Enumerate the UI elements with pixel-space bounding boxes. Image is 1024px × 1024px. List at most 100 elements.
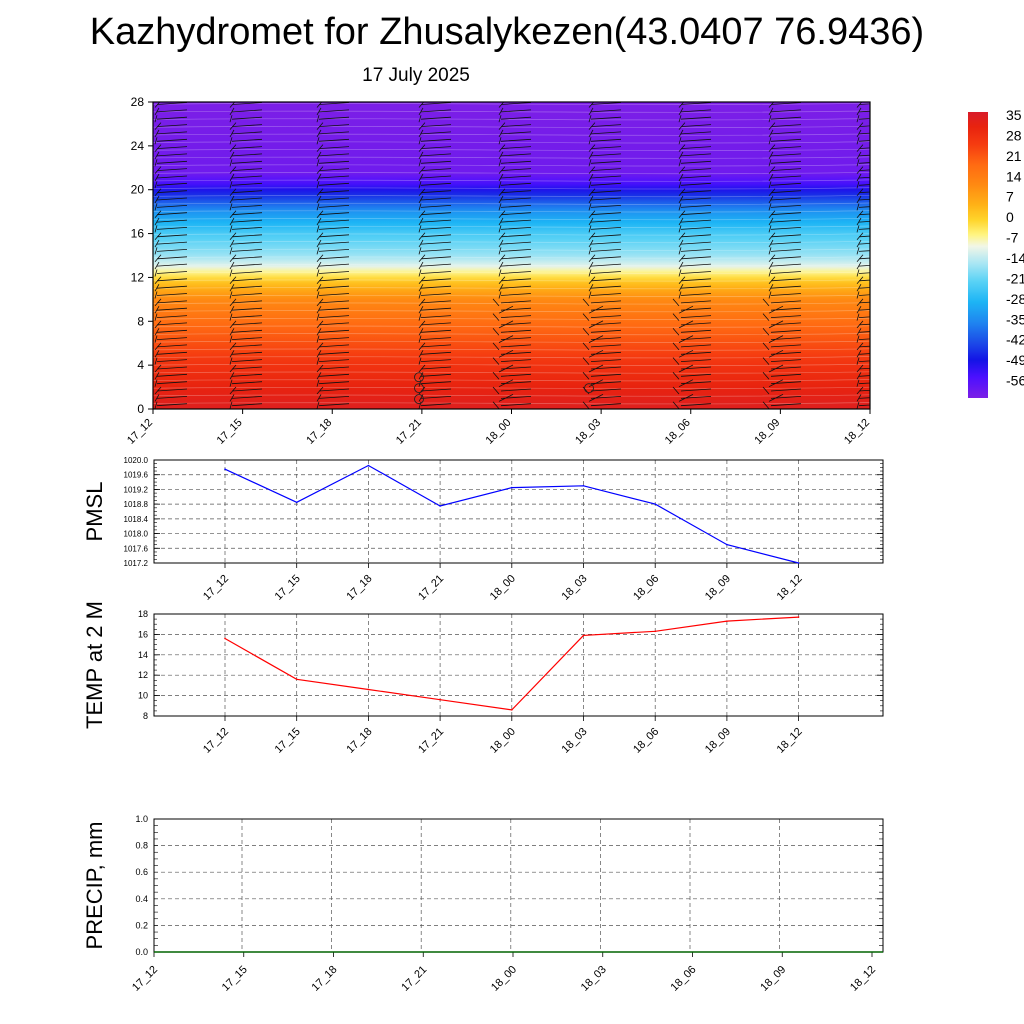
y-tick-label: 0.0 <box>135 947 148 957</box>
x-tick-label: 18_09 <box>703 726 733 756</box>
wind-barb <box>498 210 532 218</box>
data-point <box>726 543 728 546</box>
wind-barb <box>498 269 532 277</box>
wind-barb <box>588 305 622 314</box>
wind-barb <box>498 364 532 373</box>
wind-barb <box>768 115 802 123</box>
wind-barb <box>418 239 452 248</box>
x-tick-label: 18_09 <box>703 573 733 603</box>
data-point <box>654 503 656 505</box>
wind-barb <box>588 151 622 160</box>
wind-barb <box>762 328 802 336</box>
wind-barb <box>154 276 188 285</box>
y-tick-label: 12 <box>131 270 145 284</box>
wind-barb <box>229 195 263 204</box>
wind-barb <box>678 225 712 233</box>
wind-barb <box>229 254 263 263</box>
wind-barb <box>582 313 622 321</box>
colorbar-label: 14 <box>1006 168 1022 184</box>
x-tick-label: 17_21 <box>416 573 446 603</box>
x-tick-label: 17_15 <box>273 726 303 756</box>
wind-barb <box>229 144 263 152</box>
wind-barb <box>768 203 802 211</box>
wind-barb <box>154 144 188 152</box>
wind-barb <box>768 225 802 233</box>
wind-barb <box>154 188 188 196</box>
contour-line <box>153 371 870 374</box>
wind-barb <box>856 122 870 130</box>
wind-barb <box>229 166 263 174</box>
wind-barb <box>229 335 263 343</box>
x-tick-label: 18_03 <box>560 573 590 603</box>
x-tick-label: 17_21 <box>399 964 429 994</box>
x-tick-label: 17_15 <box>220 964 250 994</box>
y-tick-label: 1018.8 <box>124 500 149 509</box>
contour-line <box>153 125 870 128</box>
contour-line <box>153 240 870 244</box>
contour-line <box>153 356 870 359</box>
wind-barb <box>418 210 452 218</box>
wind-barb <box>229 232 263 241</box>
wind-barb <box>856 129 870 138</box>
x-tick-label: 18_06 <box>669 964 699 994</box>
colorbar-label: -14 <box>1006 250 1024 266</box>
wind-barb <box>762 357 802 365</box>
wind-barb <box>498 129 532 138</box>
wind-barb <box>154 401 188 409</box>
x-tick-label: 18_06 <box>631 573 661 603</box>
wind-barbs <box>154 102 870 409</box>
wind-barb <box>856 357 870 365</box>
calm-marker <box>584 383 594 394</box>
wind-barb <box>768 247 802 255</box>
contour-line <box>153 248 870 251</box>
colorbar-label: -35 <box>1006 311 1024 327</box>
wind-barb <box>588 239 622 248</box>
wind-barb <box>768 102 802 108</box>
wind-barb <box>316 379 350 387</box>
wind-barb <box>154 254 188 263</box>
wind-barb <box>856 342 870 351</box>
wind-barb <box>856 173 870 182</box>
wind-barb <box>229 284 263 292</box>
x-tick-label: 17_12 <box>201 726 231 756</box>
wind-barb <box>316 298 350 307</box>
wind-barb <box>856 203 870 211</box>
wind-barb <box>588 181 622 189</box>
wind-barb <box>154 386 188 395</box>
wind-barb <box>768 166 802 174</box>
wind-barb <box>498 102 532 108</box>
x-tick-label: 18_00 <box>489 964 519 994</box>
wind-barb <box>856 181 870 189</box>
wind-barb <box>316 320 350 329</box>
wind-barb <box>678 284 712 292</box>
wind-barb <box>856 298 870 307</box>
wind-barb <box>588 102 622 108</box>
wind-barb <box>316 203 350 211</box>
x-tick-label: 18_12 <box>775 726 805 756</box>
wind-barb <box>678 159 712 167</box>
wind-barb <box>762 401 802 409</box>
contour-line <box>153 310 870 313</box>
wind-barb <box>229 394 263 402</box>
wind-barb <box>154 372 188 380</box>
wind-barb <box>418 335 452 343</box>
wind-barb <box>418 159 452 167</box>
wind-barb <box>678 232 712 241</box>
wind-barb <box>316 217 350 226</box>
wind-barb <box>316 137 350 145</box>
wind-barb <box>316 291 350 299</box>
wind-barb <box>672 386 712 395</box>
wind-barb <box>492 342 532 351</box>
wind-barb <box>418 276 452 285</box>
x-tick-label: 17_21 <box>416 726 446 756</box>
wind-barb <box>588 217 622 226</box>
contour-line <box>153 279 870 282</box>
y-tick-label: 20 <box>131 183 145 197</box>
wind-barb <box>418 372 452 380</box>
wind-barb <box>856 306 870 314</box>
wind-barb <box>678 173 712 182</box>
x-tick-label: 17_21 <box>394 417 424 447</box>
wind-barb <box>316 122 350 130</box>
wind-barb <box>316 210 350 218</box>
wind-barb <box>418 306 452 314</box>
